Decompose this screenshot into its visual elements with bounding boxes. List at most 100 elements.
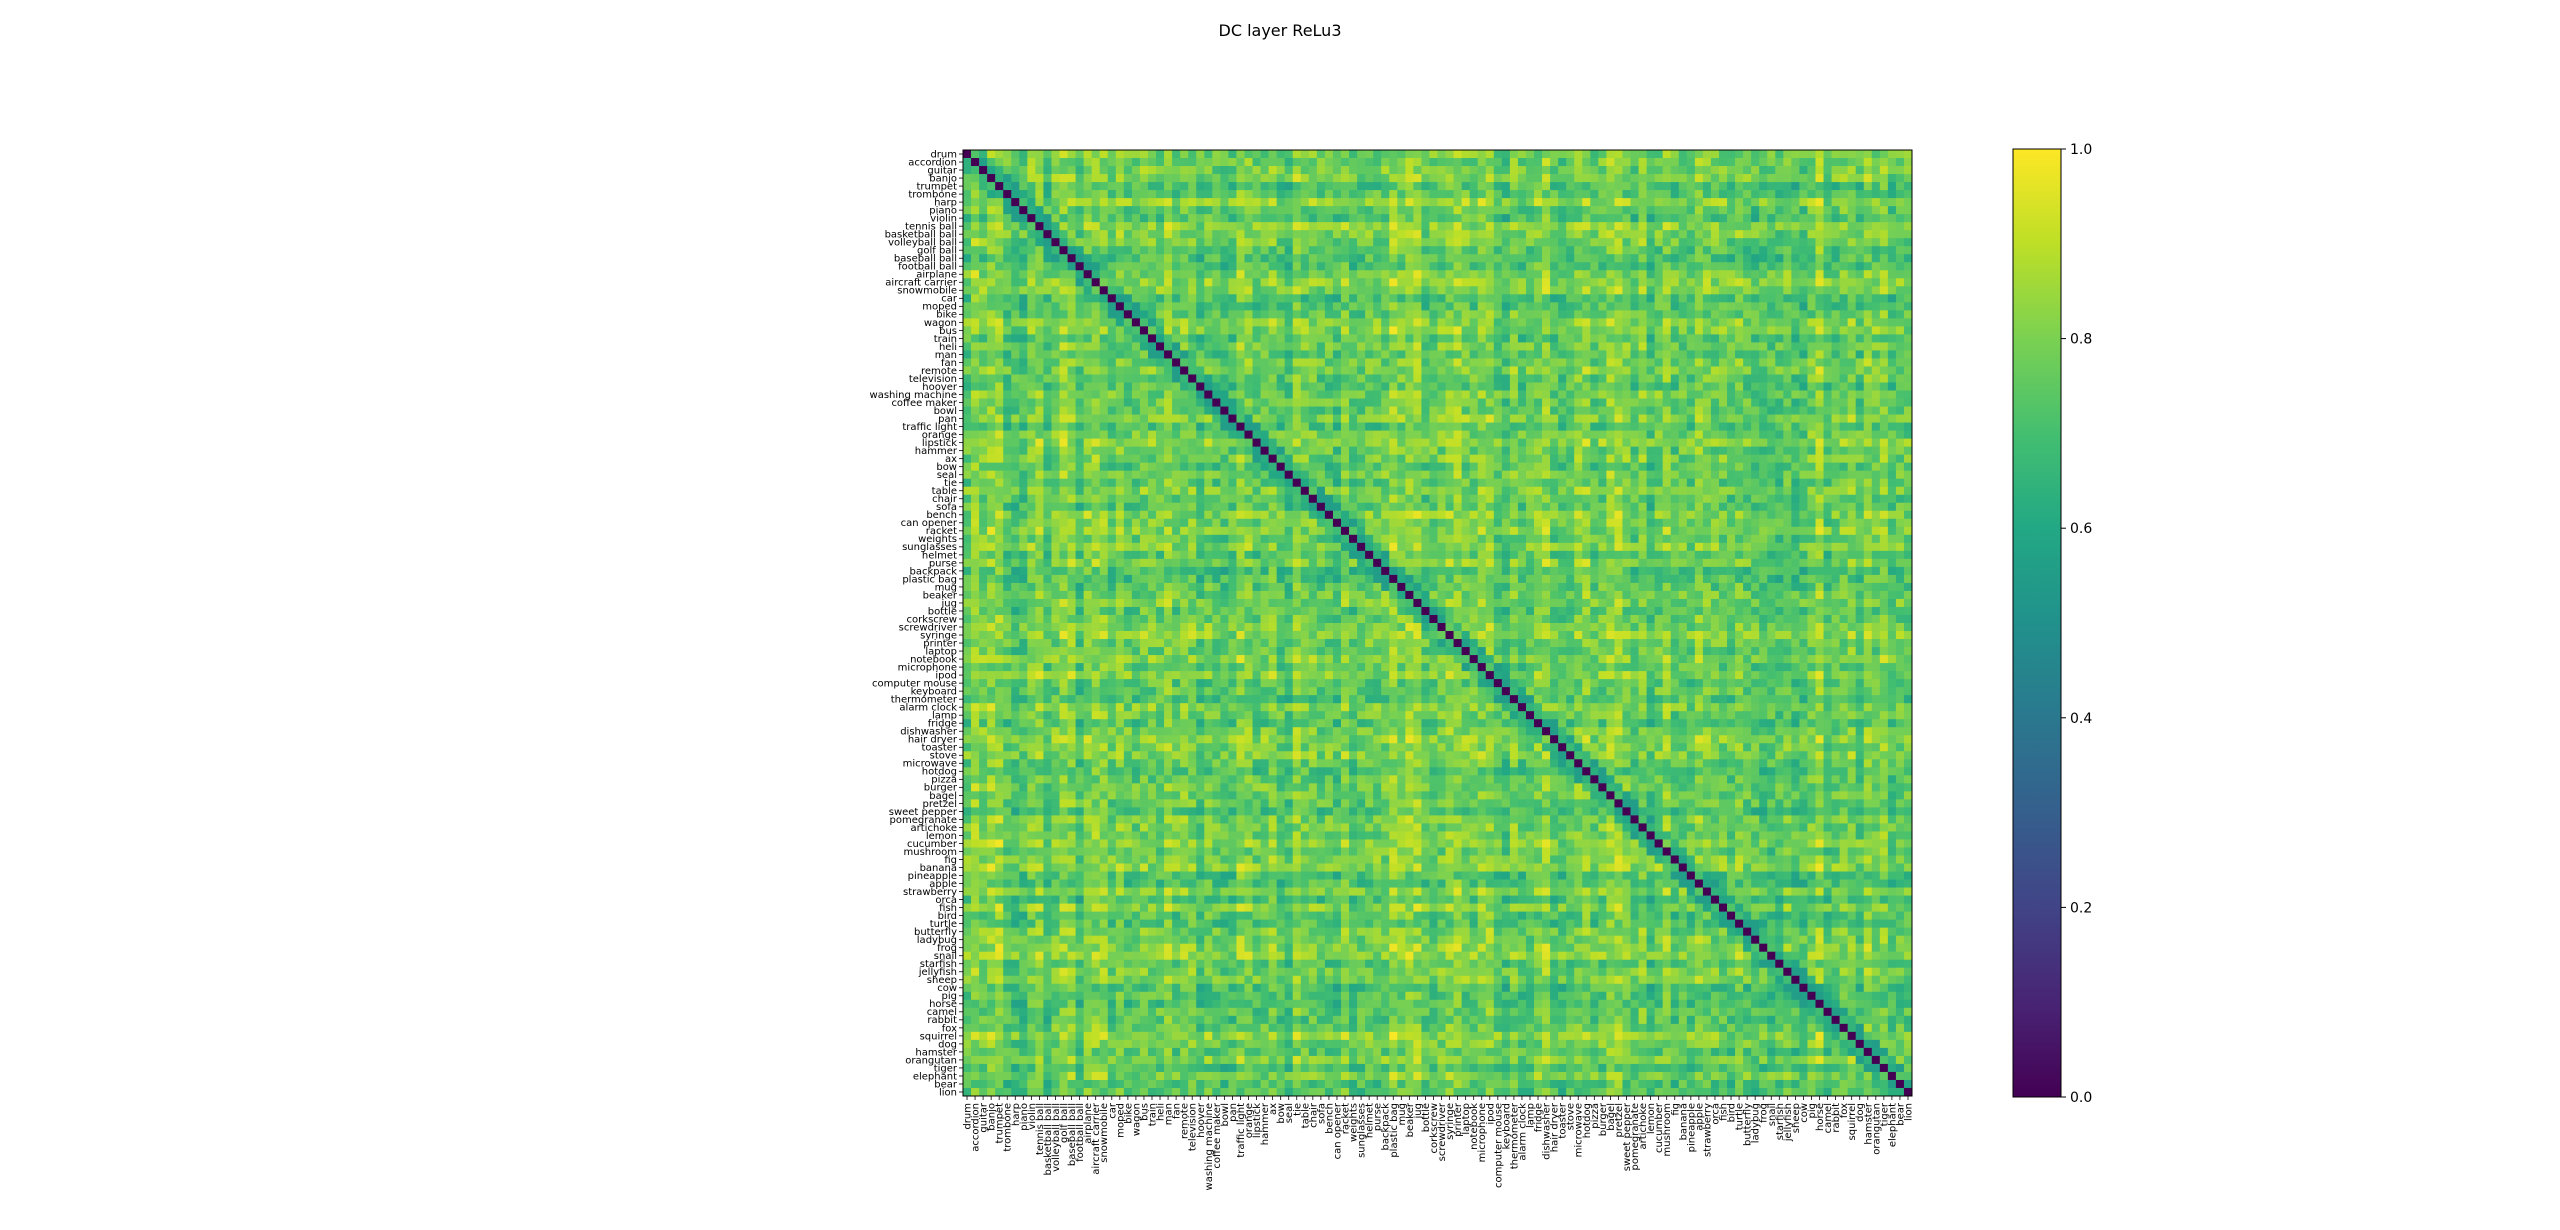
heatmap-cell (1662, 302, 1672, 311)
heatmap-cell (1445, 238, 1454, 247)
heatmap-cell (1075, 438, 1085, 448)
heatmap-cell (1509, 310, 1519, 319)
heatmap-cell (979, 358, 988, 367)
heatmap-cell (1678, 294, 1688, 303)
heatmap-cell (1574, 222, 1583, 231)
heatmap-cell (1172, 454, 1181, 464)
heatmap-cell (1871, 310, 1881, 319)
heatmap-cell (1429, 326, 1438, 335)
heatmap-cell (1212, 430, 1221, 440)
heatmap-cell (1276, 478, 1286, 488)
heatmap-cell (1019, 206, 1028, 215)
heatmap-cell (1493, 190, 1503, 199)
heatmap-cell (963, 246, 972, 255)
heatmap-cell (1437, 190, 1446, 199)
heatmap-cell (1799, 310, 1808, 319)
heatmap-cell (1220, 374, 1229, 383)
heatmap-cell (1188, 342, 1197, 351)
heatmap-cell (1517, 214, 1527, 223)
heatmap-cell (1686, 454, 1696, 464)
heatmap-cell (1188, 286, 1197, 295)
heatmap-cell (1123, 230, 1133, 239)
heatmap-cell (1276, 366, 1286, 375)
heatmap-cell (1244, 446, 1253, 456)
heatmap-cell (1686, 182, 1696, 191)
heatmap-cell (1525, 182, 1535, 191)
heatmap-cell (1847, 182, 1857, 191)
heatmap-cell (1654, 310, 1664, 319)
heatmap-cell (1566, 230, 1575, 239)
heatmap-cell (1300, 358, 1310, 367)
heatmap-cell (1027, 430, 1036, 440)
heatmap-cell (1646, 366, 1656, 375)
heatmap-cell (1357, 278, 1366, 287)
heatmap-cell (1622, 334, 1631, 343)
heatmap-cell (1550, 414, 1559, 423)
heatmap-cell (1863, 478, 1873, 488)
heatmap-cell (1413, 278, 1422, 287)
heatmap-cell (1332, 158, 1342, 167)
heatmap-cell (1131, 342, 1141, 351)
heatmap-cell (1188, 414, 1197, 423)
heatmap-cell (1895, 286, 1905, 295)
heatmap-cell (1654, 294, 1664, 303)
heatmap-cell (1156, 174, 1165, 183)
heatmap-cell (1196, 366, 1205, 375)
heatmap-cell (1164, 222, 1173, 231)
heatmap-cell (1485, 438, 1495, 448)
heatmap-cell (1903, 422, 1913, 431)
heatmap-cell (1855, 454, 1865, 464)
heatmap-cell (1799, 302, 1808, 311)
heatmap-cell (1324, 246, 1334, 255)
heatmap-cell (1735, 342, 1744, 351)
heatmap-cell (1517, 262, 1527, 271)
heatmap-cell (1662, 238, 1672, 247)
heatmap-cell (1534, 358, 1543, 367)
heatmap-cell (1903, 246, 1913, 255)
heatmap-cell (1855, 350, 1865, 359)
heatmap-cell (1276, 406, 1286, 415)
heatmap-cell (995, 190, 1004, 199)
heatmap-cell (1871, 358, 1881, 367)
heatmap-cell (1349, 310, 1358, 319)
heatmap-cell (1075, 382, 1085, 391)
heatmap-cell (1139, 302, 1149, 311)
heatmap-cell (1638, 398, 1647, 407)
heatmap-cell (1525, 390, 1535, 399)
heatmap-cell (1614, 334, 1623, 343)
heatmap-cell (1236, 198, 1245, 207)
heatmap-cell (1727, 198, 1736, 207)
heatmap-cell (979, 182, 988, 191)
heatmap-cell (1083, 302, 1093, 311)
heatmap-cell (1027, 318, 1036, 327)
heatmap-cell (1252, 206, 1261, 215)
heatmap-cell (1212, 302, 1221, 311)
heatmap-cell (1083, 150, 1093, 159)
heatmap-cell (1477, 350, 1487, 359)
heatmap-cell (1646, 390, 1656, 399)
heatmap-cell (1630, 174, 1639, 183)
heatmap-cell (1783, 422, 1792, 431)
heatmap-cell (1067, 182, 1076, 191)
heatmap-cell (1043, 334, 1052, 343)
heatmap-cell (1799, 414, 1808, 423)
heatmap-cell (1863, 150, 1873, 159)
heatmap-cell (1558, 406, 1567, 415)
heatmap-cell (1252, 174, 1261, 183)
heatmap-cell (1357, 214, 1366, 223)
heatmap-cell (1091, 198, 1101, 207)
heatmap-cell (1558, 350, 1567, 359)
heatmap-cell (1630, 310, 1639, 319)
heatmap-cell (1735, 262, 1744, 271)
heatmap-cell (1220, 318, 1229, 327)
heatmap-cell (1702, 222, 1712, 231)
heatmap-cell (1654, 358, 1664, 367)
heatmap-cell (1204, 374, 1213, 383)
heatmap-cell (1051, 406, 1060, 415)
heatmap-cell (1091, 214, 1101, 223)
heatmap-cell (1035, 286, 1044, 295)
heatmap-cell (1501, 406, 1511, 415)
heatmap-cell (1662, 358, 1672, 367)
heatmap-cell (1437, 198, 1446, 207)
heatmap-cell (1485, 462, 1495, 472)
